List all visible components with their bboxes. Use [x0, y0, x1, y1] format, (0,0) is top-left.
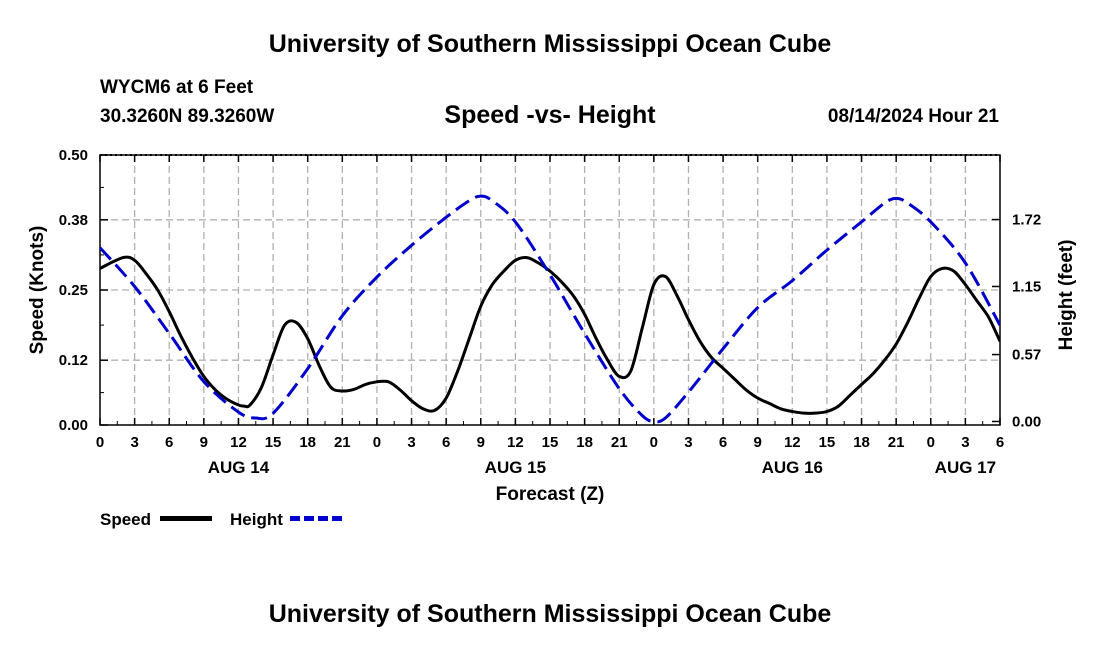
y2-tick-label: 1.72	[1012, 212, 1041, 229]
x-axis-title: Forecast (Z)	[496, 484, 605, 505]
station-coordinates: 30.3260N 89.3260W	[100, 106, 275, 127]
x-tick-label: 9	[477, 434, 485, 451]
legend-height-label: Height	[230, 510, 283, 529]
chart-subtitle: Speed -vs- Height	[444, 101, 656, 129]
x-tick-label: 6	[719, 434, 727, 451]
x-tick-label: 21	[888, 434, 905, 451]
x-tick-label: 15	[265, 434, 282, 451]
day-label: AUG 17	[935, 458, 996, 477]
x-tick-label: 0	[650, 434, 658, 451]
day-label: AUG 15	[485, 458, 546, 477]
speed-series-line	[100, 255, 1000, 415]
x-tick-label: 18	[853, 434, 870, 451]
x-tick-label: 3	[961, 434, 969, 451]
x-tick-label: 3	[684, 434, 692, 451]
page-title: University of Southern Mississippi Ocean…	[268, 30, 832, 58]
x-tick-label: 21	[611, 434, 628, 451]
legend-speed-swatch	[160, 516, 212, 521]
y-tick-label: 0.50	[59, 147, 88, 164]
x-tick-label: 12	[507, 434, 524, 451]
y2-axis-title: Height (feet)	[1056, 240, 1077, 351]
x-tick-label: 15	[819, 434, 836, 451]
x-tick-label: 6	[996, 434, 1004, 451]
x-tick-label: 6	[442, 434, 450, 451]
x-tick-label: 15	[542, 434, 559, 451]
y-tick-label: 0.38	[59, 212, 88, 229]
x-tick-label: 9	[200, 434, 208, 451]
legend-height-swatch	[290, 516, 342, 521]
y2-tick-label: 0.00	[1012, 413, 1041, 430]
x-tick-label: 3	[130, 434, 138, 451]
y2-tick-label: 1.15	[1012, 278, 1041, 295]
station-label: WYCM6 at 6 Feet	[100, 77, 254, 98]
footer-title: University of Southern Mississippi Ocean…	[268, 600, 832, 628]
x-tick-label: 0	[96, 434, 104, 451]
x-tick-label: 18	[576, 434, 593, 451]
x-tick-label: 9	[754, 434, 762, 451]
x-tick-label: 0	[927, 434, 935, 451]
x-tick-label: 21	[334, 434, 351, 451]
y-tick-label: 0.12	[59, 352, 88, 369]
x-tick-label: 3	[407, 434, 415, 451]
x-tick-label: 12	[784, 434, 801, 451]
y2-tick-label: 0.57	[1012, 347, 1041, 364]
day-label: AUG 14	[208, 458, 270, 477]
y-tick-label: 0.00	[59, 417, 88, 434]
x-tick-label: 18	[299, 434, 316, 451]
x-tick-label: 12	[230, 434, 247, 451]
x-tick-label: 0	[373, 434, 381, 451]
legend-speed-label: Speed	[100, 510, 152, 529]
x-tick-label: 6	[165, 434, 173, 451]
y-axis-title: Speed (Knots)	[27, 226, 48, 355]
forecast-timestamp: 08/14/2024 Hour 21	[827, 106, 999, 127]
day-label: AUG 16	[762, 458, 823, 477]
height-series-line	[100, 194, 1000, 424]
y-tick-label: 0.25	[59, 282, 88, 299]
